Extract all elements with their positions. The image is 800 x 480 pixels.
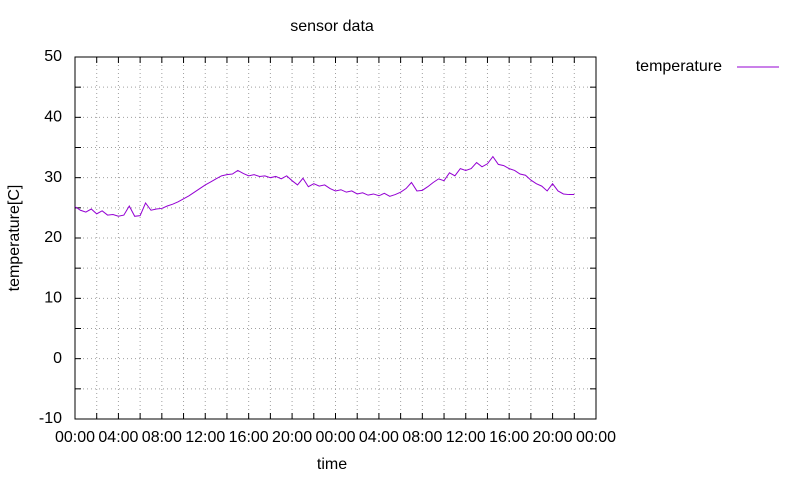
x-tick-label: 16:00 bbox=[229, 429, 269, 446]
y-tick-label: 20 bbox=[44, 229, 62, 246]
legend-label: temperature bbox=[636, 58, 722, 75]
y-axis-label: temperature[C] bbox=[6, 185, 23, 292]
x-axis-label: time bbox=[317, 456, 347, 473]
y-tick-label: 10 bbox=[44, 290, 62, 307]
plot-border bbox=[74, 56, 597, 420]
x-tick-label: 12:00 bbox=[185, 429, 225, 446]
x-tick-label: 08:00 bbox=[402, 429, 442, 446]
y-tick-label: 50 bbox=[44, 48, 62, 65]
x-tick-label: 04:00 bbox=[98, 429, 138, 446]
data-line bbox=[74, 155, 575, 217]
x-tick-label: 08:00 bbox=[142, 429, 182, 446]
x-tick-label: 16:00 bbox=[489, 429, 529, 446]
x-tick-label: 20:00 bbox=[272, 429, 312, 446]
chart-title: sensor data bbox=[290, 18, 374, 35]
x-tick-label: 00:00 bbox=[315, 429, 355, 446]
y-tick-label: -10 bbox=[39, 410, 62, 427]
y-tick-label: 30 bbox=[44, 169, 62, 186]
x-tick-label: 00:00 bbox=[55, 429, 95, 446]
x-tick-label: 00:00 bbox=[576, 429, 616, 446]
y-tick-label: 40 bbox=[44, 109, 62, 126]
y-tick-label: 0 bbox=[53, 350, 62, 367]
x-tick-label: 20:00 bbox=[533, 429, 573, 446]
x-tick-label: 12:00 bbox=[446, 429, 486, 446]
x-tick-label: 04:00 bbox=[359, 429, 399, 446]
